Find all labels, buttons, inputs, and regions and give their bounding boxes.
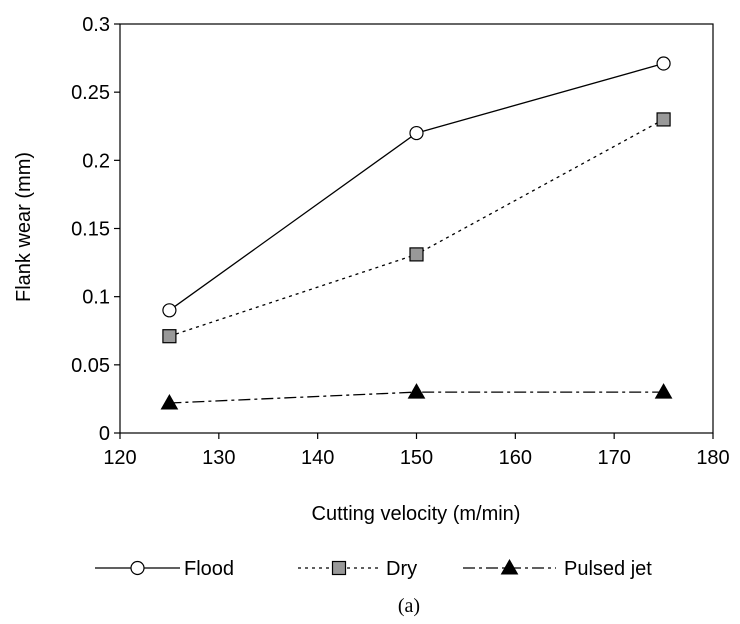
series-layer [160, 56, 673, 410]
data-point [160, 393, 179, 410]
x-tick-label: 130 [202, 447, 235, 469]
x-tick-label: 120 [103, 447, 136, 469]
figure-caption: (a) [398, 595, 420, 617]
data-point [162, 329, 177, 344]
x-tick-label: 170 [597, 447, 630, 469]
series-pulsed-jet [160, 383, 673, 410]
legend-label: Dry [386, 558, 417, 580]
x-tick-label: 150 [400, 447, 433, 469]
legend-marker [331, 560, 347, 576]
x-axis-title: Cutting velocity (m/min) [312, 503, 521, 525]
x-tick-label: 180 [696, 447, 729, 469]
legend-marker [130, 560, 145, 576]
legend-label: Pulsed jet [564, 558, 652, 580]
y-tick-label: 0.15 [71, 219, 110, 241]
y-tick-label: 0.05 [71, 355, 110, 377]
data-point [654, 383, 673, 399]
legend-item: Dry [298, 558, 417, 580]
series-flood [162, 56, 671, 318]
legend-item: Pulsed jet [463, 558, 652, 580]
y-axis-title: Flank wear (mm) [13, 152, 35, 302]
legend: Flood Dry Pulsed jet [95, 558, 652, 580]
data-point [656, 56, 671, 71]
series-dry [162, 112, 671, 344]
x-tick-label: 160 [499, 447, 532, 469]
plot-frame [119, 23, 714, 434]
data-point [409, 247, 424, 262]
y-tick-label: 0.25 [71, 82, 110, 104]
y-tick-label: 0 [99, 423, 110, 445]
data-point [409, 125, 424, 141]
y-tick-label: 0.3 [82, 14, 110, 36]
y-tick-label: 0.2 [82, 150, 110, 172]
y-tick-label: 0.1 [82, 287, 110, 309]
x-tick-label: 140 [301, 447, 334, 469]
data-point [656, 112, 671, 127]
series-line [169, 118, 664, 337]
x-axis: 120 130 140 150 160 170 180 [103, 433, 730, 469]
y-axis: 0 0.05 0.1 0.15 0.2 0.25 0.3 [71, 14, 120, 445]
data-point [162, 303, 177, 318]
plot-area [119, 23, 714, 434]
legend-label: Flood [184, 558, 234, 580]
legend-marker [500, 558, 519, 575]
legend-item: Flood [95, 558, 234, 580]
series-line [169, 62, 664, 311]
data-point [407, 383, 426, 399]
